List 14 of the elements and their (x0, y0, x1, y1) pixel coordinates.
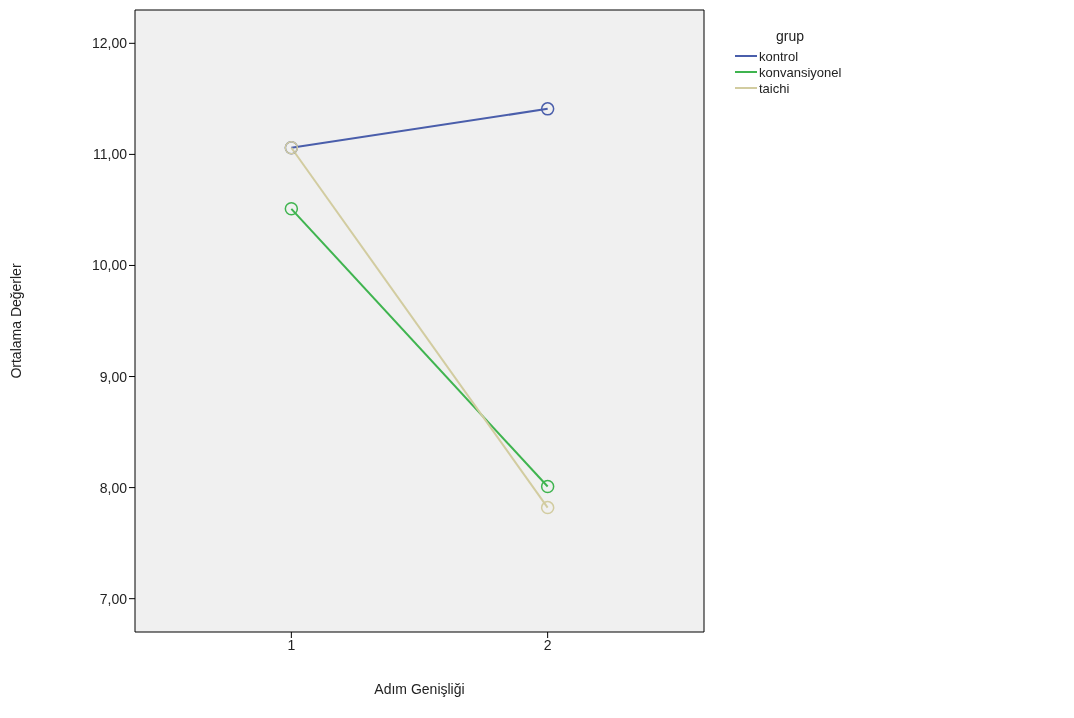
y-tick-label: 9,00 (99, 368, 128, 385)
legend-label: kontrol (759, 48, 799, 64)
legend-label: taichi (759, 80, 790, 96)
y-tick-label: 10,00 (91, 257, 128, 274)
y-tick-label: 12,00 (91, 35, 128, 52)
x-tick-label: 2 (543, 636, 552, 653)
legend-label: konvansiyonel (759, 64, 842, 80)
x-axis-title: Adım Genişliği (374, 681, 465, 697)
y-tick-label: 8,00 (99, 479, 128, 496)
y-axis-title: Ortalama Değerler (7, 263, 24, 379)
x-tick-label: 1 (287, 636, 296, 653)
y-tick-label: 11,00 (93, 146, 128, 163)
legend-title: grup (775, 28, 805, 44)
y-tick-label: 7,00 (99, 590, 128, 607)
